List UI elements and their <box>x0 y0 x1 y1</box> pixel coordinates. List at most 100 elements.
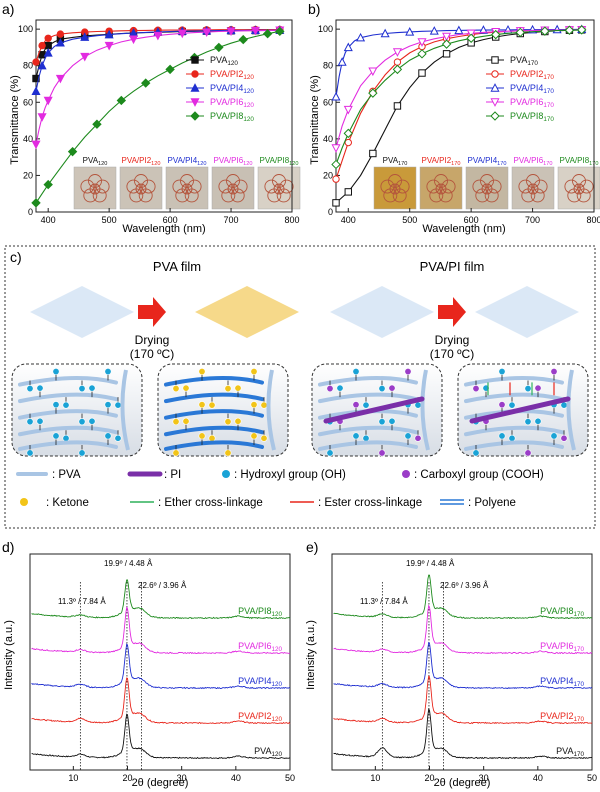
legend-item-pi: : PI <box>127 469 181 481</box>
vertical-chain <box>420 369 430 451</box>
functional-group <box>378 385 386 393</box>
functional-group <box>224 449 232 457</box>
drying-temp-right: (170 ºC) <box>430 347 474 361</box>
legend-marker <box>190 111 200 121</box>
plot-frame-d <box>29 553 291 771</box>
data-point <box>214 42 224 53</box>
x-tick-label-b: 600 <box>464 215 479 225</box>
legend-entry: PVA/PI2120 <box>210 69 254 81</box>
panel-a-sample-photos: PVA120 PVA/PI2120 PVA/PI4120 PVA/PI6120 PVA/… <box>73 156 301 210</box>
data-point <box>55 37 65 47</box>
functional-group <box>52 432 60 440</box>
legend-marker <box>490 98 500 107</box>
legend-marker <box>190 98 200 107</box>
sample-photo-b-2 <box>465 166 509 210</box>
y-tick-label-b: 80 <box>323 61 333 71</box>
panel-e-x-axis-label: 2θ (degree) <box>434 777 491 789</box>
logo-petal <box>233 179 248 194</box>
data-point <box>92 119 102 129</box>
data-point <box>44 41 52 50</box>
data-point <box>454 25 464 35</box>
series-line <box>35 30 280 204</box>
x-tick-label-b: 400 <box>341 215 356 225</box>
sample-photo-a-1 <box>119 166 163 210</box>
data-point <box>38 41 46 50</box>
x-tick-label-e: 20 <box>424 773 434 783</box>
sample-photo-label: PVA/PI8170 <box>560 156 599 167</box>
sample-photo-label: PVA/PI8120 <box>260 156 299 167</box>
series-d-1 <box>31 677 291 725</box>
schematic-box-2 <box>311 363 443 457</box>
film-pva-after <box>195 286 299 338</box>
sample-photo-label: PVA/PI4170 <box>468 156 507 167</box>
x-tick-label-e: 10 <box>370 773 380 783</box>
data-point <box>577 25 587 35</box>
panel-c-legend: : PVA: PI: Hydroxyl group (OH): Carboxyl… <box>16 469 544 509</box>
data-point <box>392 64 403 75</box>
data-point <box>238 34 248 45</box>
legend-marker <box>490 83 500 92</box>
functional-group <box>208 434 216 442</box>
functional-group <box>26 418 34 426</box>
panel-d-y-axis-label: Intensity (a.u.) <box>3 620 15 690</box>
logo-petal <box>141 179 156 194</box>
functional-group <box>508 434 516 442</box>
legend-entry: PVA/PI2170 <box>510 69 554 81</box>
legend-entry: PVA/PI4120 <box>210 83 254 95</box>
legend-item-ester: : Ester cross-linkage <box>290 497 422 509</box>
logo-petal <box>380 179 395 194</box>
panel-a-label: a) <box>2 1 14 17</box>
sample-photo-label: PVA/PI6170 <box>514 156 553 167</box>
data-point <box>429 26 439 35</box>
plot-frame-b <box>335 19 595 213</box>
functional-group <box>172 385 180 393</box>
y-tick-label-b: 0 <box>328 207 333 217</box>
data-point <box>466 33 476 43</box>
functional-group <box>224 385 232 393</box>
legend-text-cooh: : Carboxyl group (COOH) <box>414 469 544 481</box>
series-label: PVA/PI8170 <box>540 606 584 618</box>
logo-petal <box>126 179 141 194</box>
series-a-3 <box>31 26 285 150</box>
logo-petal <box>533 179 548 194</box>
sample-photo-b-3 <box>511 166 555 210</box>
logo-petal <box>172 179 187 194</box>
functional-group <box>250 368 258 376</box>
data-point <box>442 50 451 58</box>
data-point <box>43 48 53 57</box>
legend-text-oh: : Hydroxyl group (OH) <box>234 469 346 481</box>
polymer-chain <box>18 409 118 420</box>
logo-petal <box>564 179 579 194</box>
data-point <box>331 91 341 101</box>
panel-c-label: c) <box>10 249 22 265</box>
data-point <box>417 49 427 59</box>
functional-group <box>260 401 268 409</box>
data-point <box>343 128 353 139</box>
series-label: PVA/PI2170 <box>540 711 584 723</box>
data-point <box>250 26 260 36</box>
series-label: PVA/PI2120 <box>238 711 282 723</box>
data-point <box>262 29 273 39</box>
series-label: PVA120 <box>254 746 282 758</box>
panel-b-legend: PVA170 PVA/PI2170 PVA/PI4170 PVA/PI6170 PVA/… <box>486 55 554 123</box>
data-point <box>417 38 427 47</box>
series-e-2 <box>333 641 593 690</box>
polymer-chain <box>464 440 564 451</box>
functional-group <box>198 432 206 440</box>
logo-petal <box>441 179 456 194</box>
functional-group <box>198 368 206 376</box>
functional-group <box>78 385 86 393</box>
logo-petal <box>95 179 110 194</box>
functional-group <box>260 434 268 442</box>
functional-group <box>104 432 112 440</box>
panel-e-annotation-19: 19.9º / 4.48 Å <box>406 559 455 568</box>
x-tick-label-b: 500 <box>402 215 417 225</box>
data-point <box>226 27 236 37</box>
x-tick-label-a: 600 <box>163 215 178 225</box>
functional-group <box>250 401 258 409</box>
series-label: PVA170 <box>556 746 584 758</box>
y-tick-label-b: 100 <box>318 24 333 34</box>
vertical-chain <box>120 369 130 451</box>
data-point <box>368 88 378 98</box>
panel-e-chart: 10 20 30 40 50 PVA170 PVA/PI2170 PVA/PI4170 PVA/… <box>305 553 597 789</box>
